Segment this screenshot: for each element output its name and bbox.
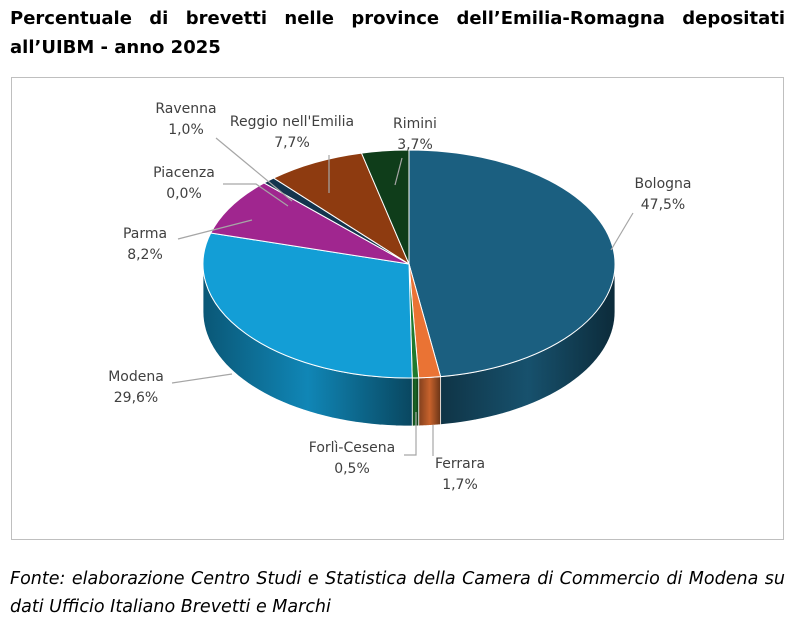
slice-label-ferrara: Ferrara bbox=[435, 456, 485, 472]
slice-value-reggio-nell-emilia: 7,7% bbox=[274, 135, 310, 151]
slice-label-bologna: Bologna bbox=[635, 176, 692, 192]
slice-value-rimini: 3,7% bbox=[397, 137, 433, 153]
slice-value-forli-cesena: 0,5% bbox=[334, 461, 370, 477]
leader-line-ravenna bbox=[215, 137, 293, 202]
slice-label-ravenna: Ravenna bbox=[155, 101, 216, 117]
chart-title: Percentuale di brevetti nelle province d… bbox=[10, 8, 785, 58]
slice-value-ravenna: 1,0% bbox=[168, 122, 204, 138]
leader-line-piacenza bbox=[223, 183, 289, 207]
slice-label-parma: Parma bbox=[123, 226, 167, 242]
slice-value-modena: 29,6% bbox=[114, 390, 158, 406]
slice-label-modena: Modena bbox=[108, 369, 164, 385]
pie-slice-reggio-nell-emilia bbox=[272, 152, 411, 266]
pie-slice-parma bbox=[209, 182, 410, 265]
slice-label-forli-cesena: Forlì-Cesena bbox=[309, 440, 395, 456]
slice-value-ferrara: 1,7% bbox=[442, 477, 478, 493]
slice-label-reggio-nell-emilia: Reggio nell'Emilia bbox=[230, 114, 354, 130]
pie-slice-modena bbox=[202, 232, 413, 379]
leader-line-bologna bbox=[610, 212, 634, 251]
slice-label-piacenza: Piacenza bbox=[153, 165, 215, 181]
slice-value-piacenza: 0,0% bbox=[166, 186, 202, 202]
source-note: Fonte: elaborazione Centro Studi e Stati… bbox=[10, 569, 785, 617]
slice-value-bologna: 47,5% bbox=[641, 197, 685, 213]
leader-line-rimini bbox=[394, 157, 403, 186]
chart-frame bbox=[11, 77, 784, 540]
leader-line-forli-cesena bbox=[404, 412, 417, 456]
slice-label-rimini: Rimini bbox=[393, 116, 437, 132]
slice-value-parma: 8,2% bbox=[127, 247, 163, 263]
pie-side-ferrara bbox=[418, 376, 442, 427]
leader-line-modena bbox=[171, 373, 233, 384]
pie-slice-bologna bbox=[408, 149, 616, 378]
leader-line-parma bbox=[177, 219, 253, 240]
